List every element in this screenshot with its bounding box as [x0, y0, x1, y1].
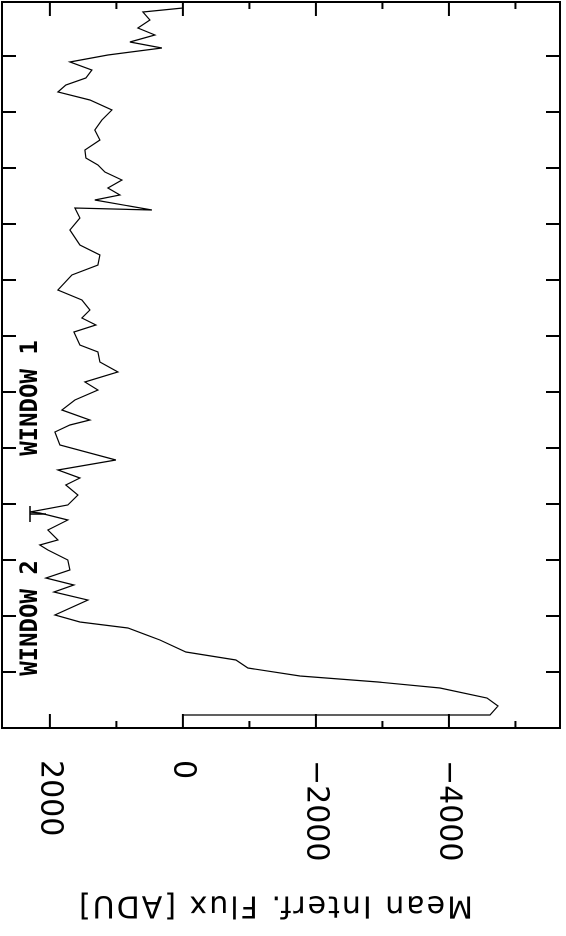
annotation: WINDOW 2 [15, 560, 43, 676]
y-tick-label: 2000 [33, 760, 68, 836]
y-tick-label: −2000 [299, 760, 334, 861]
y-tick-label: 0 [166, 760, 201, 779]
plot-frame [1, 1, 561, 729]
annotation: WINDOW 1 [15, 340, 43, 456]
flux-line [29, 7, 499, 716]
y-tick-label: −4000 [432, 760, 467, 861]
axis-title: Mean Interf. Flux [ADU] [77, 889, 473, 924]
